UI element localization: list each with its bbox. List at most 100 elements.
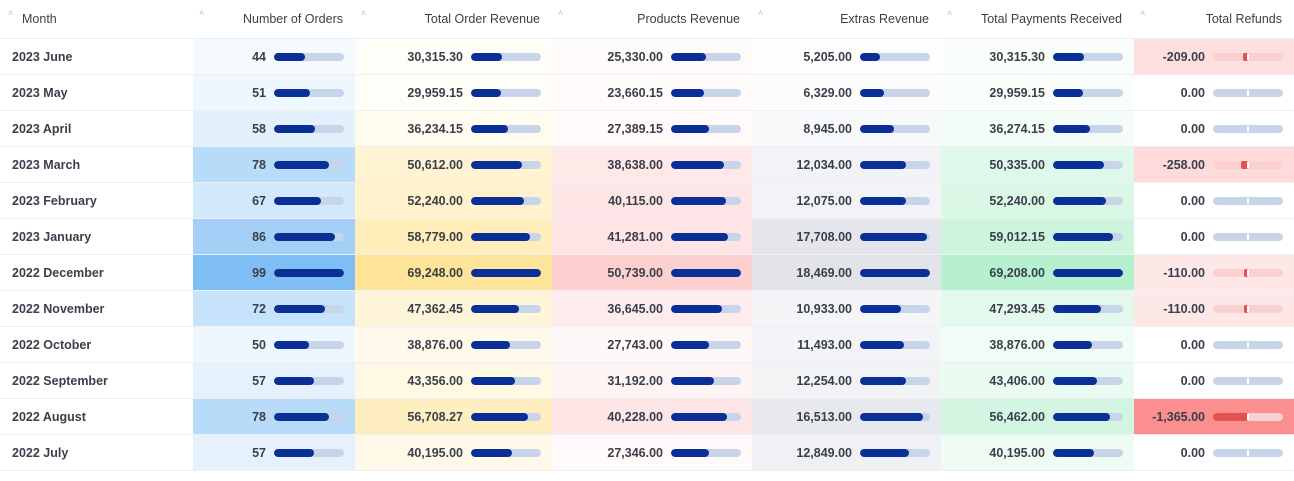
cell-value: 40,228.00 xyxy=(607,409,663,424)
cell-extras-revenue: 5,205.00 xyxy=(752,38,941,75)
value-bar-fill xyxy=(1053,52,1084,61)
cell-refunds: -110.00 xyxy=(1134,290,1294,327)
value-bar-fill xyxy=(860,88,884,97)
value-bar-fill xyxy=(274,160,330,169)
sort-icon[interactable]: ˄ xyxy=(8,8,14,18)
value-bar-fill xyxy=(471,232,531,241)
table-row[interactable]: 2022 December 99 69,248.00 50,739.00 18,469.… xyxy=(0,254,1294,291)
value-bar xyxy=(1053,268,1123,277)
value-bar xyxy=(1053,52,1123,61)
refund-bar-zero-tick xyxy=(1247,269,1249,276)
cell-payments-received: 38,876.00 xyxy=(941,326,1134,363)
cell-products-revenue: 27,743.00 xyxy=(552,326,752,363)
cell-payments-received: 40,195.00 xyxy=(941,434,1134,471)
column-header-orders[interactable]: ˄ Number of Orders xyxy=(193,0,355,39)
cell-total-order-revenue: 40,195.00 xyxy=(355,434,552,471)
sort-icon[interactable]: ˄ xyxy=(947,8,953,18)
value-bar xyxy=(274,232,344,241)
sort-icon[interactable]: ˄ xyxy=(361,8,367,18)
table-row[interactable]: 2022 October 50 38,876.00 27,743.00 11,493.0… xyxy=(0,326,1294,363)
cell-total-order-revenue: 36,234.15 xyxy=(355,110,552,147)
cell-value: 57 xyxy=(252,373,266,388)
sort-icon[interactable]: ˄ xyxy=(758,8,764,18)
value-bar-fill xyxy=(860,304,902,313)
sort-icon[interactable]: ˄ xyxy=(199,8,205,18)
refund-bar-zero-tick xyxy=(1247,341,1249,348)
table-row[interactable]: 2023 February 67 52,240.00 40,115.00 12,075.… xyxy=(0,182,1294,219)
cell-extras-revenue: 6,329.00 xyxy=(752,74,941,111)
cell-value: 6,329.00 xyxy=(803,85,852,100)
value-bar-fill xyxy=(671,124,709,133)
table-row[interactable]: 2023 June 44 30,315.30 25,330.00 5,205.00 30,… xyxy=(0,38,1294,75)
table-row[interactable]: 2022 November 72 47,362.45 36,645.00 10,933.… xyxy=(0,290,1294,327)
cell-refunds: 0.00 xyxy=(1134,362,1294,399)
cell-payments-received: 56,462.00 xyxy=(941,398,1134,435)
sort-icon[interactable]: ˄ xyxy=(558,8,564,18)
column-header-products-revenue[interactable]: ˄ Products Revenue xyxy=(552,0,752,39)
table-row[interactable]: 2023 March 78 50,612.00 38,638.00 12,034.00 5… xyxy=(0,146,1294,183)
cell-products-revenue: 41,281.00 xyxy=(552,218,752,255)
column-header-extras-revenue[interactable]: ˄ Extras Revenue xyxy=(752,0,941,39)
value-bar-fill xyxy=(671,196,727,205)
cell-value: 36,645.00 xyxy=(607,301,663,316)
cell-payments-received: 43,406.00 xyxy=(941,362,1134,399)
cell-refunds: 0.00 xyxy=(1134,326,1294,363)
table-row[interactable]: 2022 August 78 56,708.27 40,228.00 16,513.00… xyxy=(0,398,1294,435)
sort-icon[interactable]: ˄ xyxy=(1140,8,1146,18)
value-bar-fill xyxy=(671,340,710,349)
value-bar-fill xyxy=(671,88,704,97)
value-bar xyxy=(471,340,541,349)
table-row[interactable]: 2022 July 57 40,195.00 27,346.00 12,849.00 40… xyxy=(0,434,1294,471)
value-bar-fill xyxy=(671,448,709,457)
value-bar xyxy=(1053,196,1123,205)
table-row[interactable]: 2023 April 58 36,234.15 27,389.15 8,945.00 36… xyxy=(0,110,1294,147)
value-bar xyxy=(274,88,344,97)
cell-refunds: -258.00 xyxy=(1134,146,1294,183)
value-bar xyxy=(274,304,344,313)
refund-bar xyxy=(1213,340,1283,349)
value-bar xyxy=(471,376,541,385)
table-row[interactable]: 2023 May 51 29,959.15 23,660.15 6,329.00 29,9… xyxy=(0,74,1294,111)
column-header-payments-received[interactable]: ˄ Total Payments Received xyxy=(941,0,1134,39)
cell-value: 40,115.00 xyxy=(608,193,663,208)
refund-bar xyxy=(1213,376,1283,385)
table-row[interactable]: 2022 September 57 43,356.00 31,192.00 12,254… xyxy=(0,362,1294,399)
cell-products-revenue: 40,115.00 xyxy=(552,182,752,219)
value-bar-fill xyxy=(1053,412,1111,421)
cell-total-order-revenue: 58,779.00 xyxy=(355,218,552,255)
refund-bar-zero-tick xyxy=(1247,197,1249,204)
table-row[interactable]: 2023 January 86 58,779.00 41,281.00 17,708.0… xyxy=(0,218,1294,255)
value-bar-fill xyxy=(860,52,880,61)
value-bar xyxy=(671,232,741,241)
value-bar xyxy=(471,160,541,169)
value-bar-fill xyxy=(471,340,511,349)
column-header-refunds[interactable]: ˄ Total Refunds xyxy=(1134,0,1294,39)
cell-extras-revenue: 12,075.00 xyxy=(752,182,941,219)
cell-value: 52,240.00 xyxy=(989,193,1045,208)
cell-value: 58,779.00 xyxy=(407,229,463,244)
value-bar xyxy=(471,196,541,205)
cell-orders: 78 xyxy=(193,398,355,435)
column-header-label: Total Order Revenue xyxy=(424,12,540,26)
cell-value: 44 xyxy=(252,49,266,64)
cell-total-order-revenue: 30,315.30 xyxy=(355,38,552,75)
value-bar xyxy=(671,160,741,169)
value-bar xyxy=(274,196,344,205)
column-header-month[interactable]: ˄ Month xyxy=(0,0,193,39)
value-bar xyxy=(671,376,741,385)
value-bar xyxy=(860,196,930,205)
refund-bar xyxy=(1213,196,1283,205)
column-header-total-order-revenue[interactable]: ˄ Total Order Revenue xyxy=(355,0,552,39)
cell-total-order-revenue: 43,356.00 xyxy=(355,362,552,399)
cell-month: 2023 March xyxy=(0,146,193,183)
cell-value: 0.00 xyxy=(1180,373,1205,388)
cell-month: 2022 October xyxy=(0,326,193,363)
value-bar-fill xyxy=(860,268,930,277)
cell-payments-received: 52,240.00 xyxy=(941,182,1134,219)
cell-value: -1,365.00 xyxy=(1152,409,1205,424)
column-header-label: Total Payments Received xyxy=(980,12,1122,26)
value-bar-fill xyxy=(471,412,529,421)
cell-value: -110.00 xyxy=(1163,301,1205,316)
value-bar xyxy=(471,232,541,241)
value-bar xyxy=(274,52,344,61)
